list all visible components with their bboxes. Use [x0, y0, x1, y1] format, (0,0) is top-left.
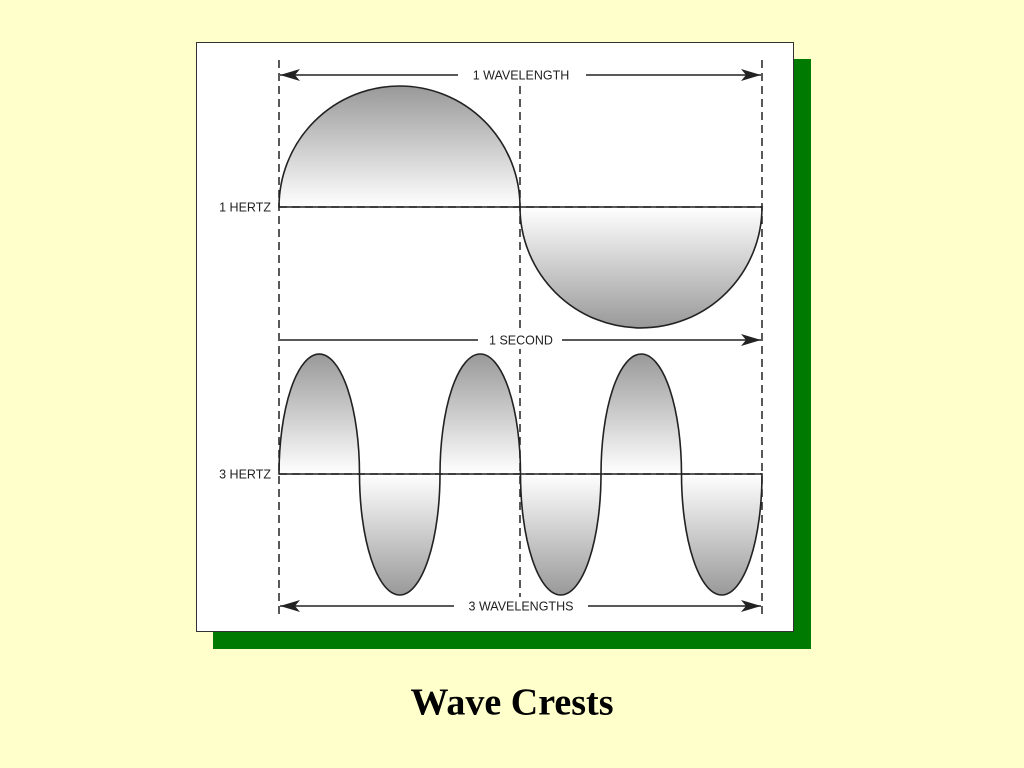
guides [278, 60, 763, 614]
slide-title: Wave Crests [411, 682, 614, 724]
wave-label: 3 HERTZ [219, 467, 271, 481]
three-hertz-wave [278, 353, 763, 596]
wave-crest [278, 85, 521, 208]
arrow-label: 1 WAVELENGTH [473, 68, 570, 82]
arrow-label: 3 WAVELENGTHS [469, 599, 574, 613]
wave-trough [519, 206, 763, 329]
wave-label: 1 HERTZ [219, 200, 271, 214]
arrow-label: 1 SECOND [489, 333, 553, 347]
